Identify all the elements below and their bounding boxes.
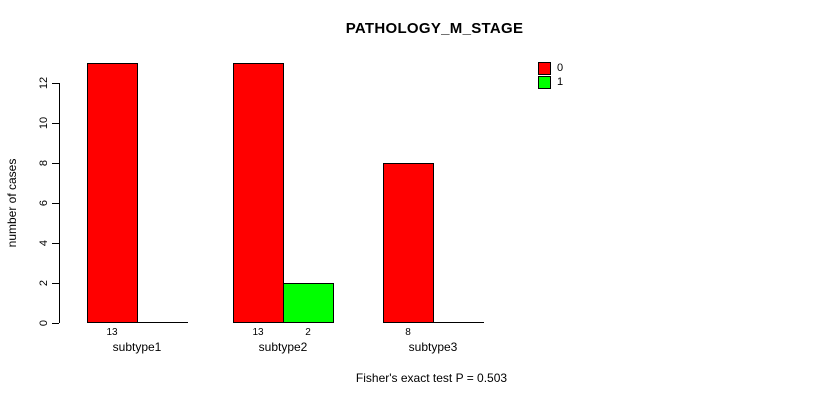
bar-subtype2-0 (233, 63, 284, 323)
y-tick-label: 4 (38, 239, 50, 247)
y-tick-mark (52, 83, 59, 84)
legend-label: 1 (557, 76, 564, 88)
bar-count-label: 8 (405, 327, 411, 338)
y-tick-label: 2 (38, 279, 50, 287)
y-tick-mark (52, 163, 59, 164)
y-tick-mark (52, 203, 59, 204)
category-label: subtype3 (408, 340, 458, 354)
y-tick-mark (52, 123, 59, 124)
bar-subtype2-1 (283, 283, 334, 323)
legend-label: 0 (557, 62, 564, 74)
legend-swatch-icon (538, 61, 551, 75)
legend-entry-1: 1 (538, 75, 564, 89)
bar-count-label: 13 (106, 327, 118, 338)
y-tick-label: 6 (38, 199, 50, 207)
category-label: subtype1 (112, 340, 162, 354)
category-label: subtype2 (258, 340, 308, 354)
y-tick-label: 10 (38, 116, 50, 130)
y-axis-label: number of cases (5, 158, 19, 248)
chart-title: PATHOLOGY_M_STAGE (345, 20, 524, 37)
y-tick-mark (52, 323, 59, 324)
y-tick-label: 8 (38, 159, 50, 167)
bar-count-label: 2 (305, 327, 311, 338)
y-axis-line (59, 83, 60, 323)
stats-caption: Fisher's exact test P = 0.503 (355, 371, 508, 385)
legend-swatch-icon (538, 75, 551, 89)
y-tick-label: 12 (38, 76, 50, 90)
y-tick-mark (52, 283, 59, 284)
bar-subtype1-0 (87, 63, 138, 323)
y-tick-mark (52, 243, 59, 244)
bar-subtype3-0 (383, 163, 434, 323)
legend-entry-0: 0 (538, 61, 564, 75)
bar-count-label: 13 (252, 327, 264, 338)
y-tick-label: 0 (38, 319, 50, 327)
